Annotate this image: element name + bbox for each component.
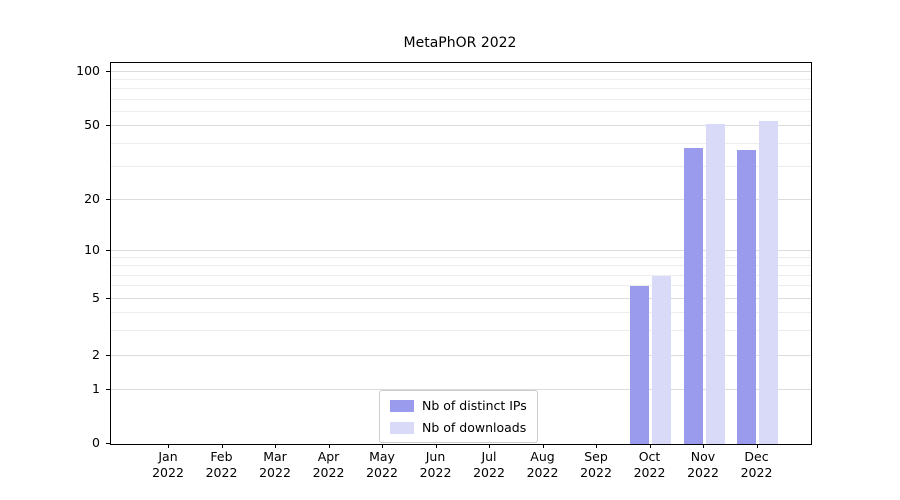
x-tick-year: 2022 xyxy=(526,465,559,480)
y-tick-mark xyxy=(106,443,110,444)
x-tick-mark xyxy=(382,444,383,448)
y-tick-label: 2 xyxy=(92,347,100,362)
x-tick-year: 2022 xyxy=(687,465,719,480)
x-tick-mark xyxy=(649,444,651,448)
x-tick-month: May xyxy=(369,449,395,464)
x-tick-month: Jun xyxy=(425,449,446,464)
x-tick-label: Apr 2022 xyxy=(299,449,359,481)
x-tick-year: 2022 xyxy=(419,465,452,480)
x-tick-mark xyxy=(596,444,597,448)
bar-nb-of-downloads xyxy=(705,124,725,444)
legend-item: Nb of downloads xyxy=(390,420,527,435)
y-tick-mark xyxy=(106,298,110,299)
x-tick-label: Oct 2022 xyxy=(620,449,680,481)
y-tick-mark xyxy=(106,125,110,126)
x-tick-label: Sep 2022 xyxy=(566,449,626,481)
x-tick-label: Dec 2022 xyxy=(727,449,787,481)
gridline-minor xyxy=(111,285,811,287)
gridline-major xyxy=(111,71,811,72)
y-tick-label: 5 xyxy=(92,290,100,305)
x-tick-year: 2022 xyxy=(633,465,666,480)
x-tick-year: 2022 xyxy=(259,465,291,480)
gridline-major xyxy=(111,125,811,126)
gridline-minor xyxy=(111,110,811,112)
y-tick-label: 20 xyxy=(84,191,100,206)
legend: Nb of distinct IPs Nb of downloads xyxy=(379,390,538,443)
x-tick-mark xyxy=(435,444,437,448)
bar-nb-of-distinct-ips xyxy=(630,286,649,444)
x-tick-month: Jul xyxy=(481,449,497,464)
x-tick-year: 2022 xyxy=(580,465,612,480)
gridline-minor xyxy=(111,143,811,145)
gridline-minor xyxy=(111,98,811,100)
x-tick-label: Aug 2022 xyxy=(513,449,573,481)
gridline-major xyxy=(111,250,811,251)
gridline-minor xyxy=(111,257,811,259)
legend-label: Nb of distinct IPs xyxy=(422,398,527,413)
gridline-minor xyxy=(111,311,811,313)
x-tick-label: Mar 2022 xyxy=(245,449,305,481)
y-tick-label: 50 xyxy=(84,117,100,132)
x-tick-year: 2022 xyxy=(152,465,184,480)
x-tick-label: Jul 2022 xyxy=(459,449,519,481)
legend-label: Nb of downloads xyxy=(422,420,527,435)
plot-area: Nb of distinct IPs Nb of downloads xyxy=(110,62,812,445)
y-tick-label: 1 xyxy=(92,381,100,396)
y-tick-mark xyxy=(106,71,110,72)
x-tick-label: Jan 2022 xyxy=(138,449,198,481)
gridline-minor xyxy=(111,265,811,267)
y-tick-mark xyxy=(106,199,110,200)
x-tick-month: Aug xyxy=(530,449,555,464)
x-tick-mark xyxy=(168,444,169,448)
y-tick-mark xyxy=(106,389,110,390)
x-tick-mark xyxy=(489,444,490,448)
gridline-major xyxy=(111,298,811,299)
x-tick-mark xyxy=(756,444,758,448)
x-tick-month: Dec xyxy=(744,449,769,464)
x-tick-month: Nov xyxy=(690,449,716,464)
gridline-major xyxy=(111,355,811,356)
gridline-minor xyxy=(111,329,811,331)
gridline-major xyxy=(111,389,811,390)
x-tick-month: Jan xyxy=(158,449,178,464)
y-tick-label: 100 xyxy=(76,63,100,78)
gridline-major xyxy=(111,199,811,200)
x-tick-mark xyxy=(328,444,330,448)
bar-nb-of-downloads xyxy=(759,121,778,444)
x-tick-month: Sep xyxy=(584,449,608,464)
x-tick-year: 2022 xyxy=(312,465,345,480)
x-tick-mark xyxy=(221,444,223,448)
x-tick-mark xyxy=(703,444,704,448)
x-tick-label: Feb 2022 xyxy=(192,449,252,481)
legend-swatch xyxy=(390,421,414,434)
x-tick-mark xyxy=(275,444,276,448)
x-tick-month: Oct xyxy=(638,449,661,464)
x-tick-year: 2022 xyxy=(473,465,505,480)
x-tick-month: Mar xyxy=(263,449,287,464)
y-tick-mark xyxy=(106,355,110,356)
gridline-minor xyxy=(111,79,811,81)
x-tick-label: Jun 2022 xyxy=(406,449,466,481)
bar-nb-of-distinct-ips xyxy=(737,150,756,444)
x-tick-year: 2022 xyxy=(366,465,398,480)
y-tick-mark xyxy=(106,250,110,251)
x-tick-mark xyxy=(542,444,544,448)
legend-item: Nb of distinct IPs xyxy=(390,398,527,413)
x-tick-month: Feb xyxy=(210,449,233,464)
x-tick-year: 2022 xyxy=(740,465,773,480)
x-tick-year: 2022 xyxy=(205,465,238,480)
gridline-minor xyxy=(111,166,811,168)
x-tick-label: Nov 2022 xyxy=(673,449,733,481)
y-tick-label: 0 xyxy=(92,435,100,450)
gridline-minor xyxy=(111,88,811,90)
x-tick-label: May 2022 xyxy=(352,449,412,481)
y-tick-label: 10 xyxy=(84,242,100,257)
legend-swatch xyxy=(390,399,414,412)
x-tick-month: Apr xyxy=(317,449,340,464)
bar-nb-of-distinct-ips xyxy=(683,148,703,444)
bar-nb-of-downloads xyxy=(652,275,671,444)
gridline-minor xyxy=(111,274,811,276)
chart-title: MetaPhOR 2022 xyxy=(403,35,517,51)
